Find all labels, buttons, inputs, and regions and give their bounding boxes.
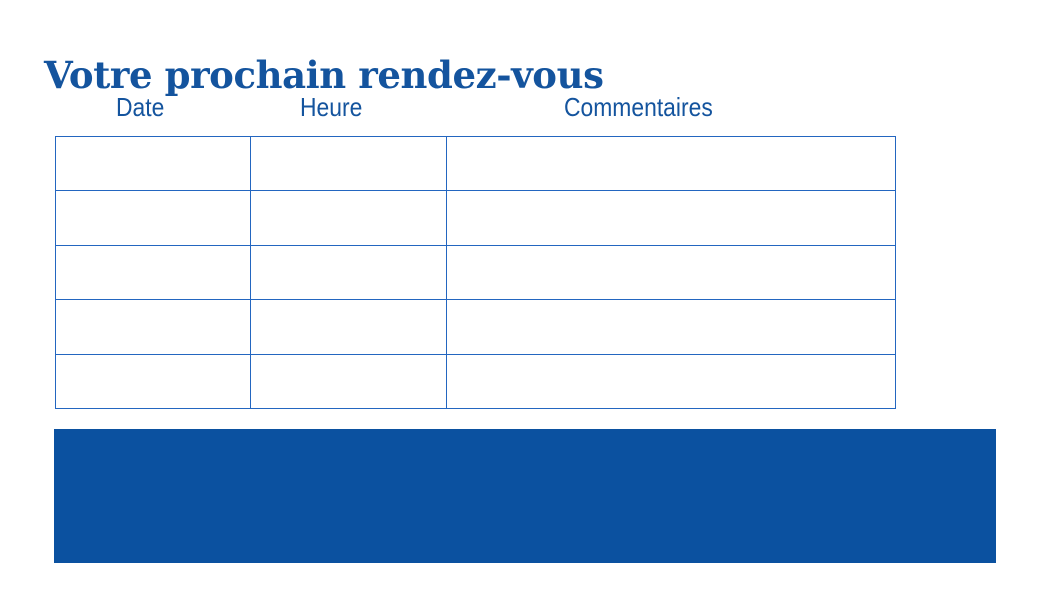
cell-heure[interactable]: [250, 353, 447, 409]
cell-commentaires[interactable]: [446, 244, 896, 301]
cell-commentaires[interactable]: [446, 190, 896, 246]
table-row: [55, 190, 896, 246]
appointment-table: [55, 135, 896, 409]
appointment-table-body: [55, 135, 896, 409]
blue-banner-block: [54, 429, 996, 563]
cell-date[interactable]: [55, 353, 251, 409]
column-header-heure: Heure: [300, 92, 363, 122]
cell-date[interactable]: [55, 299, 251, 355]
cell-heure[interactable]: [250, 244, 447, 301]
cell-commentaires[interactable]: [446, 135, 896, 192]
cell-heure[interactable]: [250, 190, 447, 246]
cell-date[interactable]: [55, 244, 251, 301]
column-header-commentaires: Commentaires: [564, 92, 713, 122]
table-row: [55, 135, 896, 192]
table-row: [55, 244, 896, 301]
cell-heure[interactable]: [250, 299, 447, 355]
column-header-row: Date Heure Commentaires: [0, 92, 1050, 126]
column-header-date: Date: [116, 92, 165, 122]
table-row: [55, 353, 896, 409]
table-row: [55, 299, 896, 355]
cell-date[interactable]: [55, 190, 251, 246]
cell-date[interactable]: [55, 135, 251, 192]
cell-commentaires[interactable]: [446, 299, 896, 355]
cell-heure[interactable]: [250, 135, 447, 192]
page-title: Votre prochain rendez-vous: [44, 52, 604, 97]
cell-commentaires[interactable]: [446, 353, 896, 409]
